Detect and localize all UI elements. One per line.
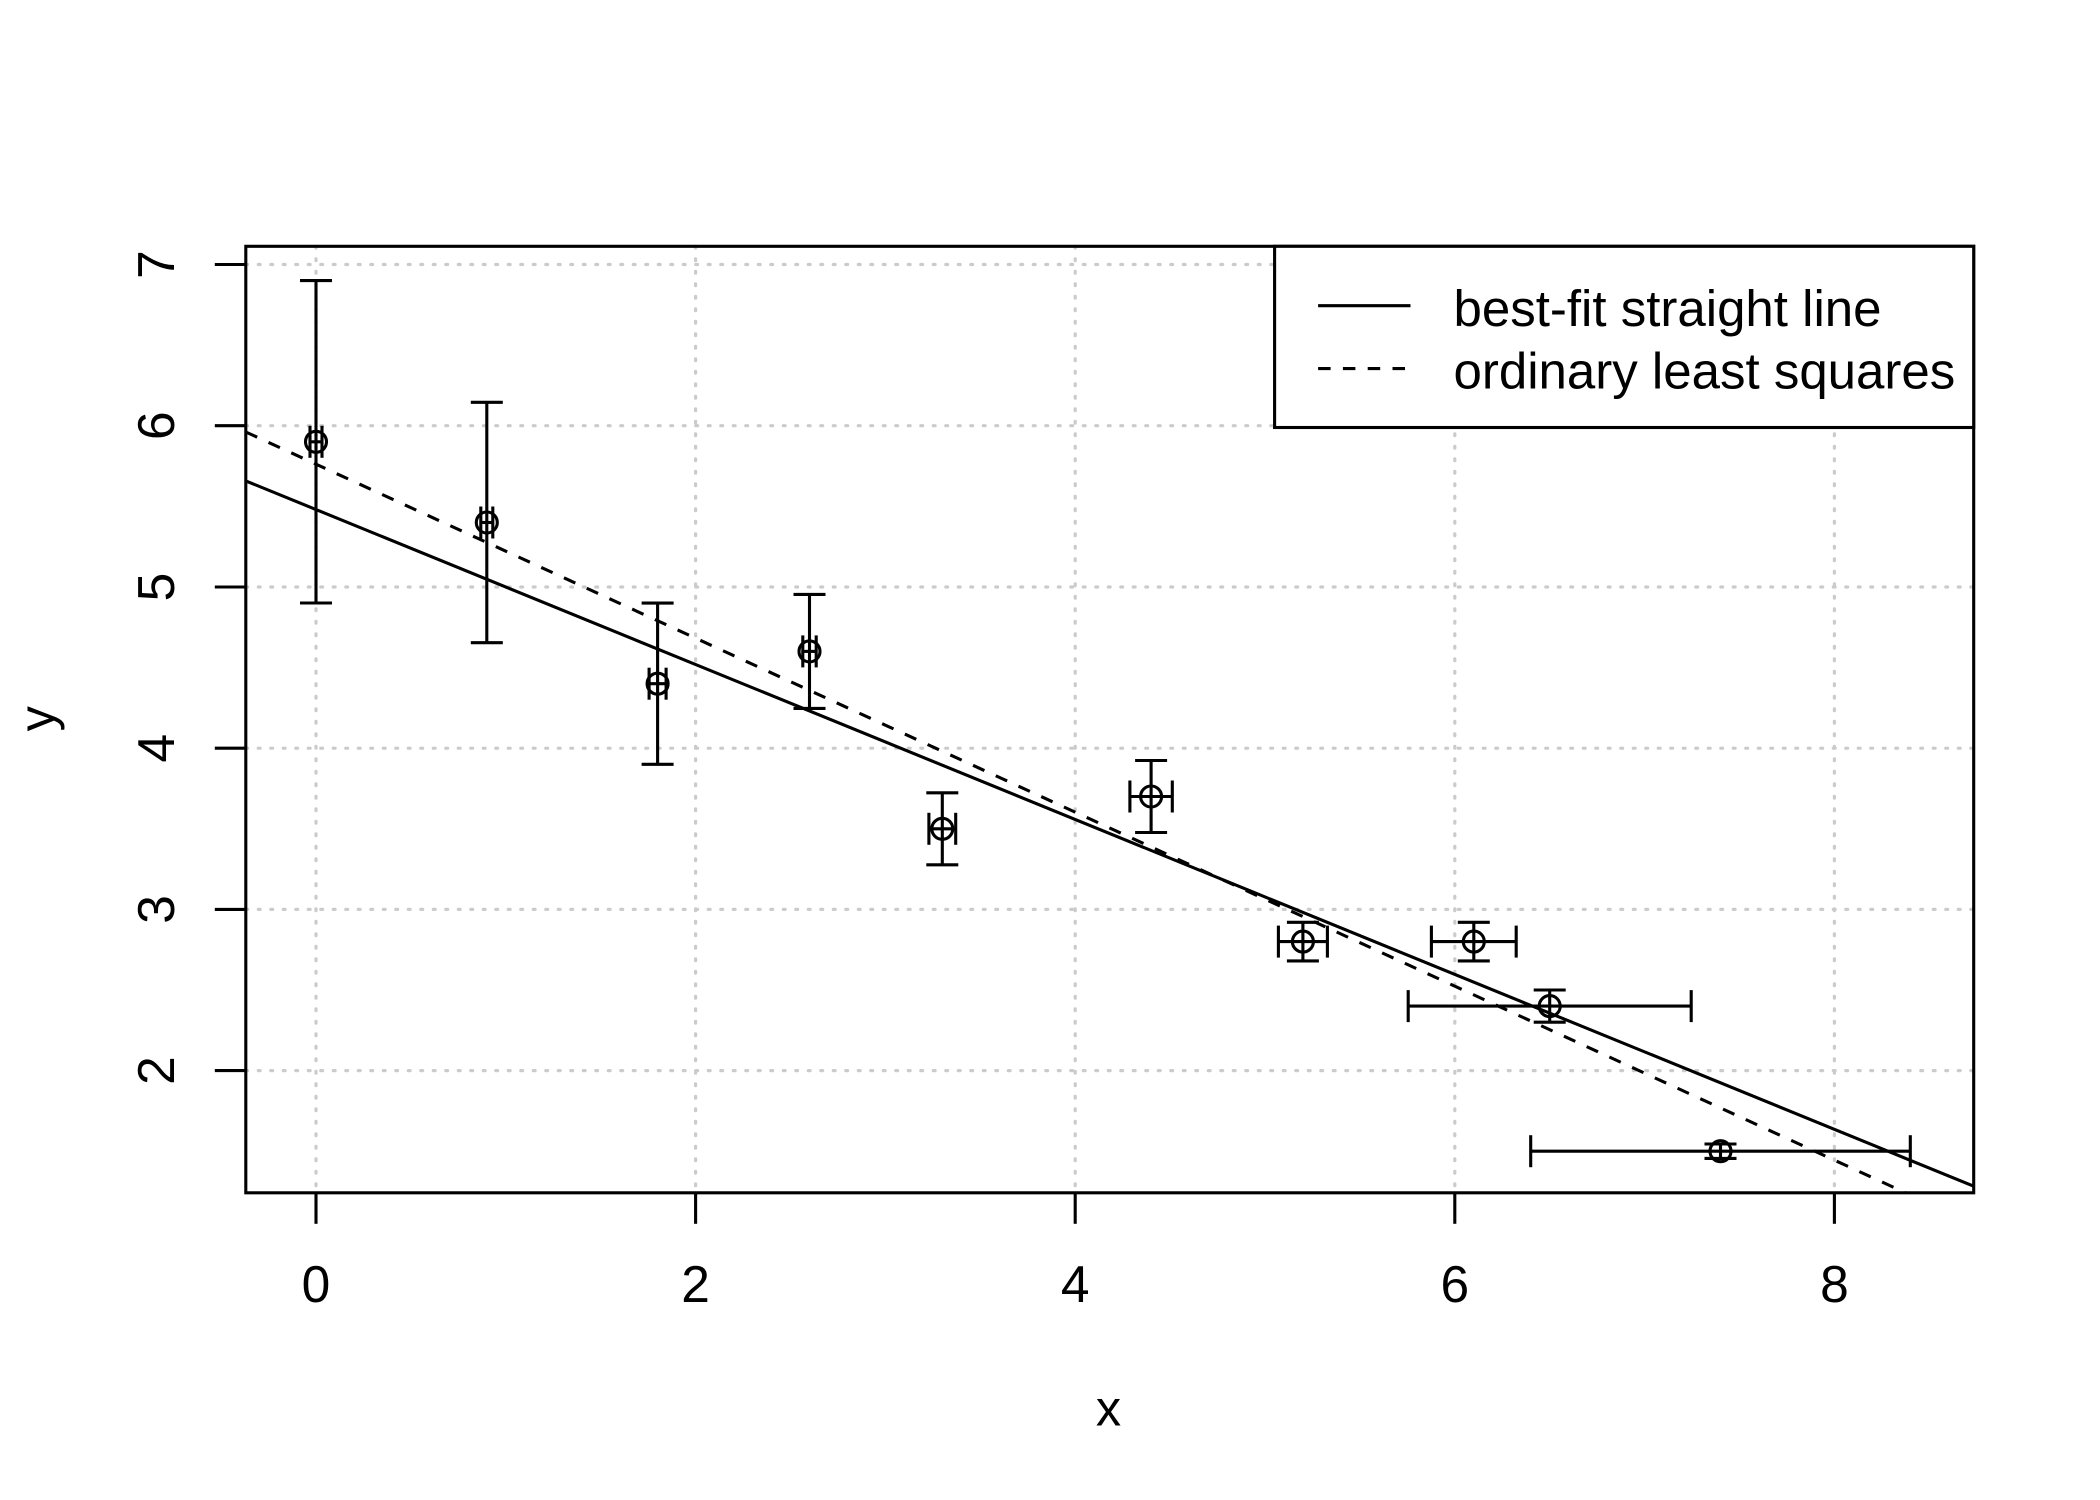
svg-text:4: 4 <box>127 734 185 763</box>
svg-text:0: 0 <box>302 1255 331 1313</box>
svg-text:5: 5 <box>127 573 185 602</box>
svg-text:4: 4 <box>1061 1255 1090 1313</box>
svg-text:8: 8 <box>1820 1255 1849 1313</box>
svg-text:ordinary least squares: ordinary least squares <box>1454 343 1956 400</box>
svg-text:y: y <box>8 705 65 731</box>
svg-text:6: 6 <box>1440 1255 1469 1313</box>
svg-text:3: 3 <box>127 895 185 924</box>
svg-text:6: 6 <box>127 411 185 440</box>
svg-text:7: 7 <box>127 250 185 279</box>
svg-text:2: 2 <box>681 1255 710 1313</box>
svg-text:2: 2 <box>127 1056 185 1085</box>
svg-text:x: x <box>1096 1380 1121 1437</box>
svg-text:best-fit straight line: best-fit straight line <box>1454 280 1882 337</box>
